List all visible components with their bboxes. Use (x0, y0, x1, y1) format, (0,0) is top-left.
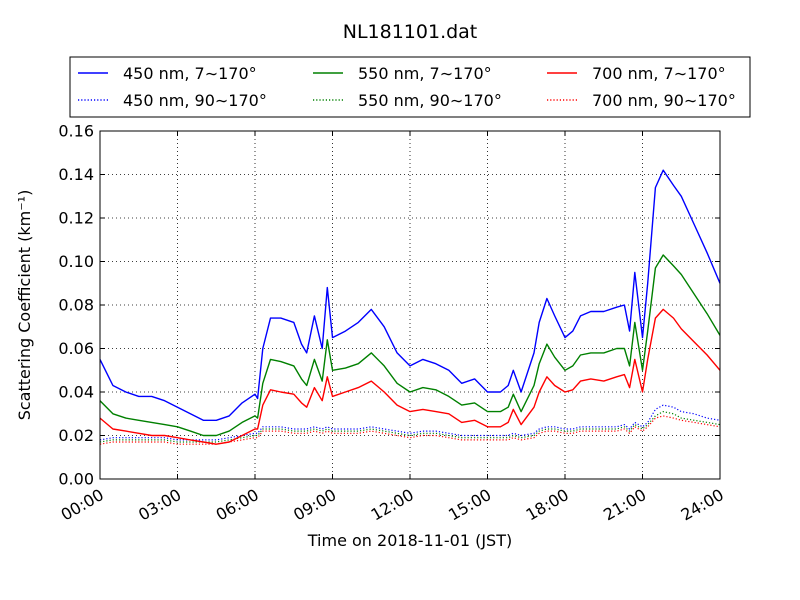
legend-box (69, 56, 751, 118)
legend-label: 550 nm, 7∼170° (358, 64, 492, 83)
y-tick-label: 0.16 (58, 122, 94, 141)
x-tick-label: 06:00 (213, 485, 262, 525)
series-layer (99, 169, 721, 445)
x-tick-label: 00:00 (58, 485, 107, 525)
chart-title: NL181101.dat (343, 21, 478, 43)
x-axis-label: Time on 2018-11-01 (JST) (307, 531, 512, 550)
y-tick-label: 0.04 (58, 383, 94, 402)
x-tick-label: 15:00 (445, 485, 494, 525)
x-axis: 00:00 03:00 06:00 09:00 12:00 15:00 18:00 21:00… (58, 131, 727, 525)
y-tick-label: 0.10 (58, 252, 94, 271)
legend: 450 nm, 7∼170° 450 nm, 90∼170° 550 nm, 7∼1… (69, 56, 751, 118)
y-tick-label: 0.06 (58, 339, 94, 358)
y-tick-label: 0.08 (58, 296, 94, 315)
legend-label: 450 nm, 90∼170° (123, 91, 267, 110)
legend-label: 700 nm, 7∼170° (592, 64, 726, 83)
legend-label: 450 nm, 7∼170° (123, 64, 257, 83)
y-tick-label: 0.02 (58, 426, 94, 445)
x-tick-label: 09:00 (290, 485, 339, 525)
y-tick-label: 0.00 (58, 470, 94, 489)
y-axis: 0.00 0.02 0.04 0.06 0.08 0.10 0.12 0.14 0.16 (58, 122, 720, 489)
x-tick-label: 21:00 (600, 485, 649, 525)
y-tick-label: 0.14 (58, 165, 94, 184)
legend-label: 700 nm, 90∼170° (592, 91, 736, 110)
series-line (99, 411, 721, 443)
x-tick-label: 03:00 (135, 485, 184, 525)
legend-label: 550 nm, 90∼170° (358, 91, 502, 110)
y-axis-label: Scattering Coefficient (km⁻¹) (15, 190, 34, 421)
series-line (99, 404, 721, 441)
x-tick-label: 12:00 (368, 485, 417, 525)
series-line (99, 308, 721, 445)
x-tick-label: 18:00 (523, 485, 572, 525)
series-line (99, 254, 721, 437)
y-tick-label: 0.12 (58, 209, 94, 228)
series-line (99, 169, 721, 421)
x-tick-label: 24:00 (678, 485, 727, 525)
